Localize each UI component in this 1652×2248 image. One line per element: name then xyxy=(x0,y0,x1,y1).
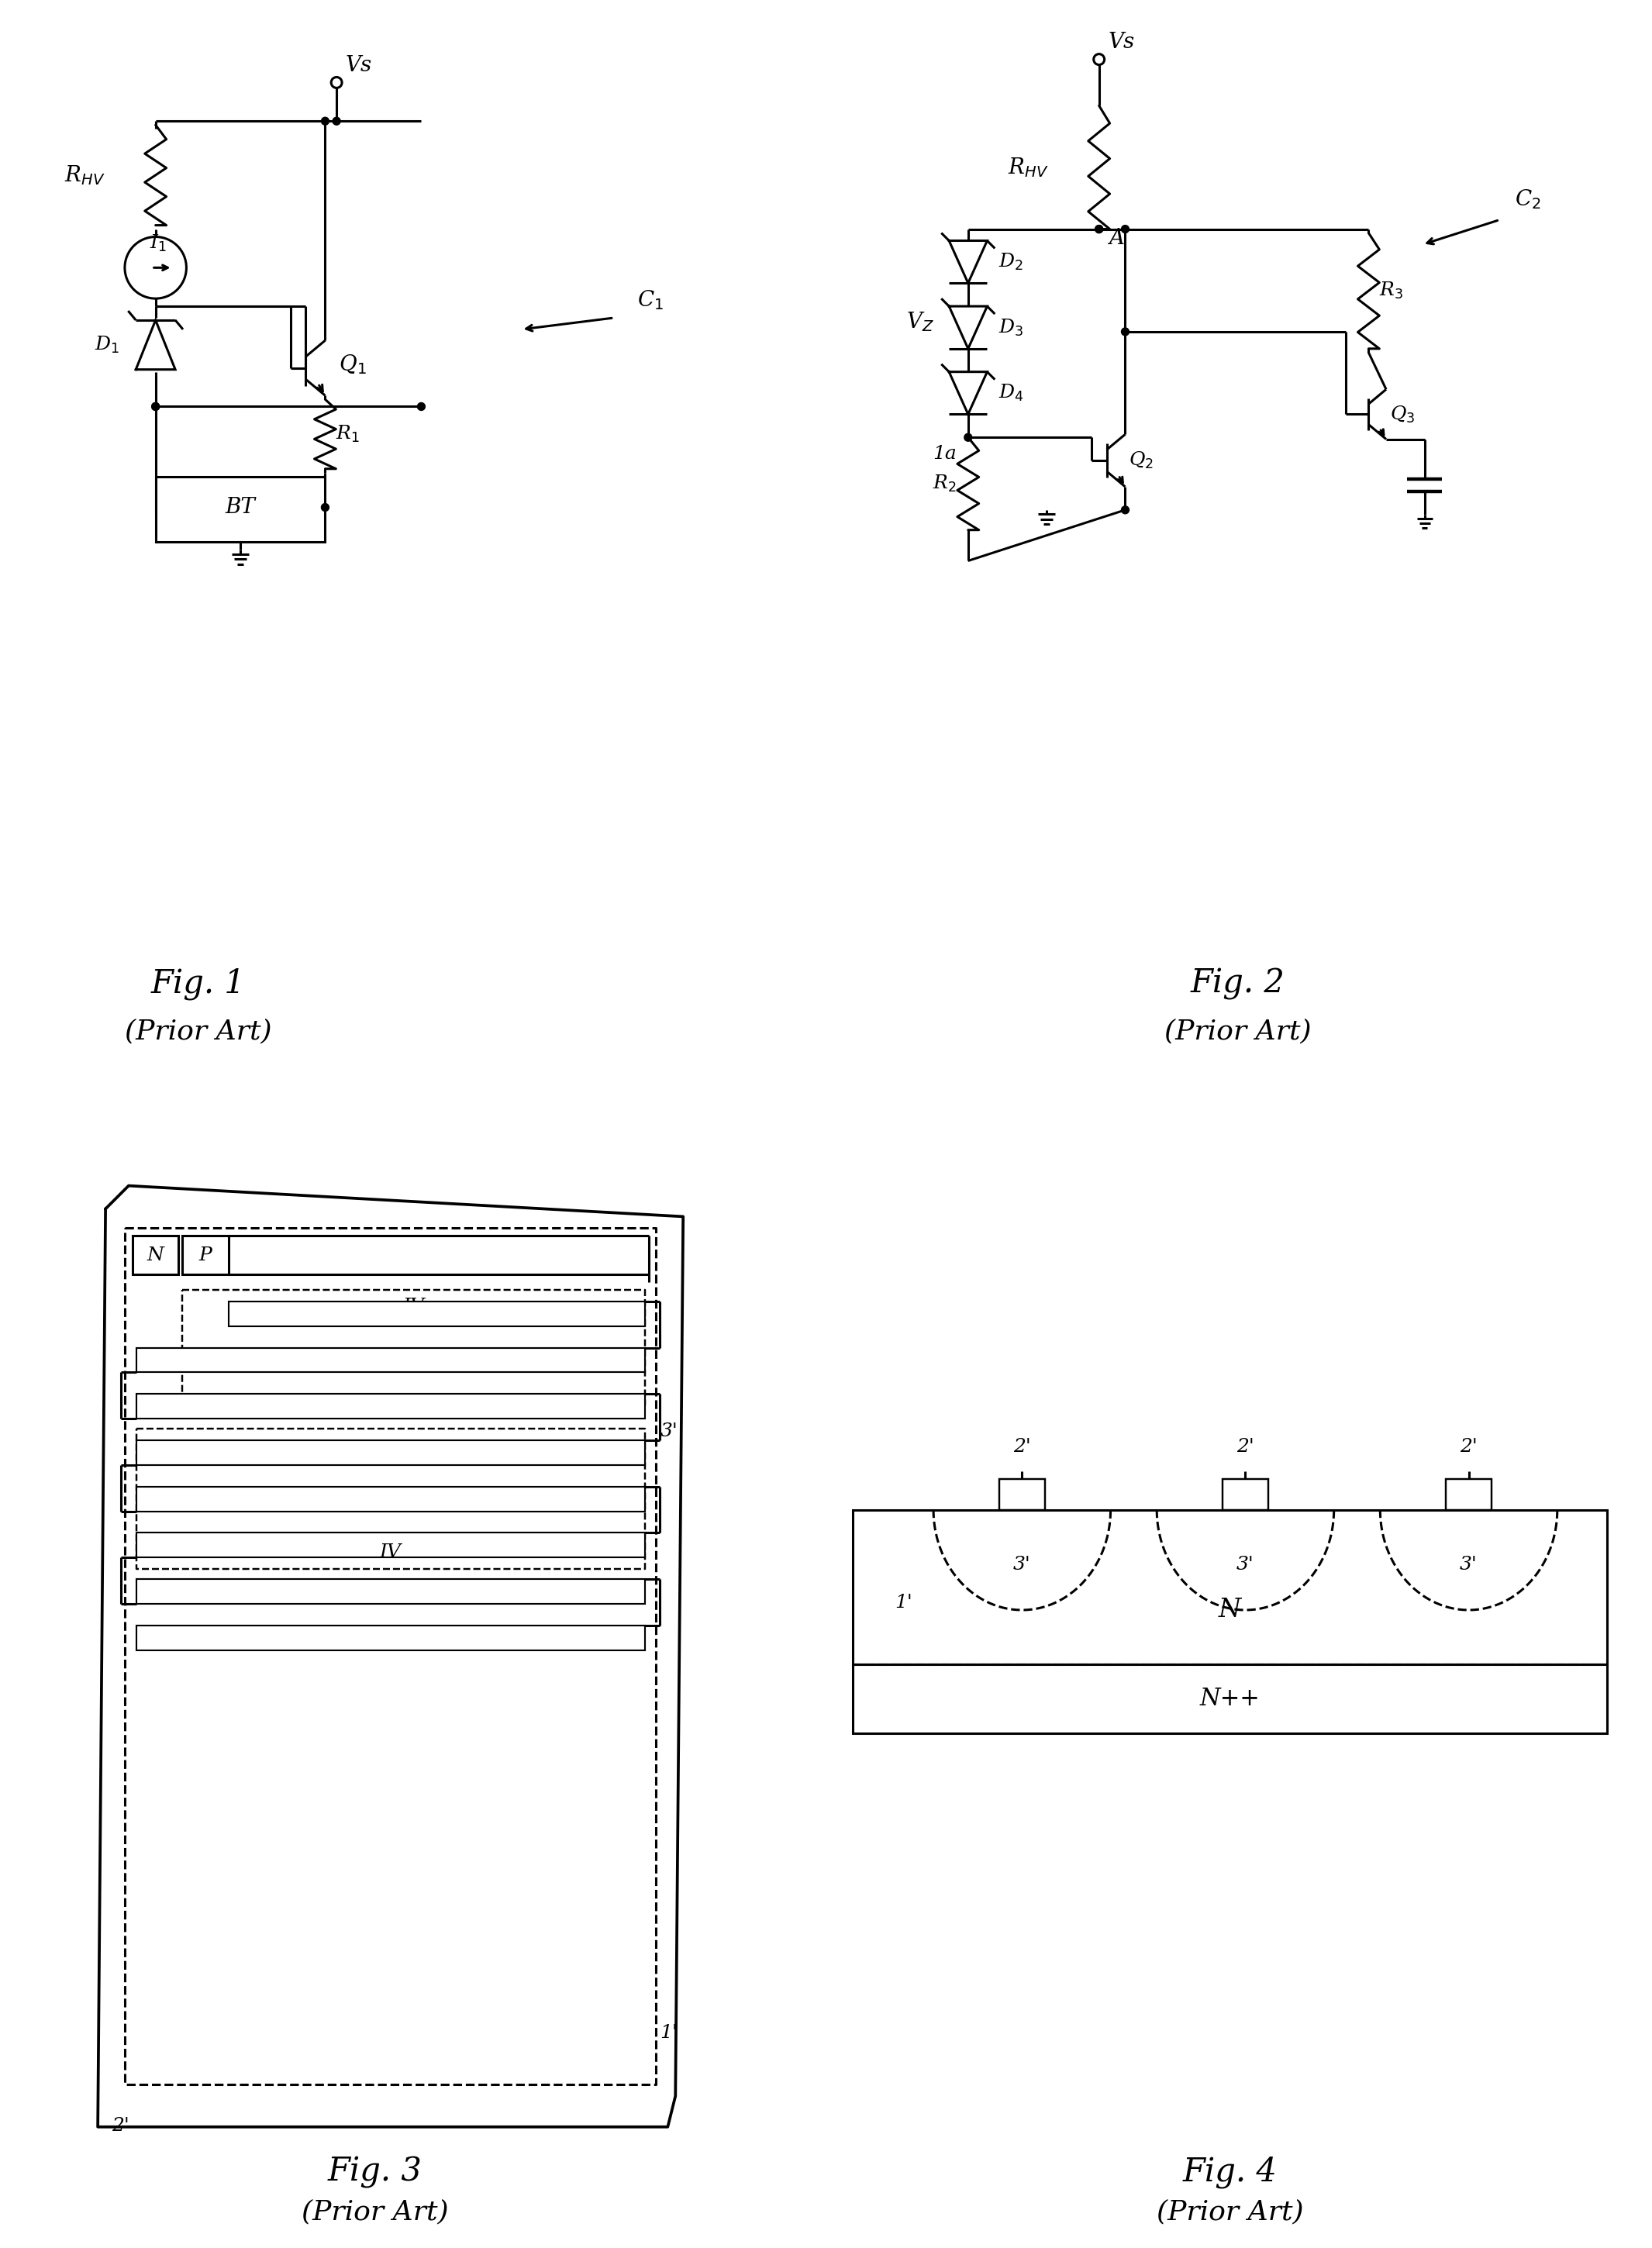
Text: P: P xyxy=(1239,1486,1252,1504)
Bar xyxy=(137,1394,644,1418)
Text: 3': 3' xyxy=(1237,1556,1254,1574)
Circle shape xyxy=(152,402,159,411)
Text: Vs: Vs xyxy=(1108,31,1135,52)
Bar xyxy=(137,1533,644,1558)
Text: (Prior Art): (Prior Art) xyxy=(1165,1018,1312,1045)
Text: D$_2$: D$_2$ xyxy=(999,252,1024,272)
Bar xyxy=(1446,1479,1492,1511)
Text: C$_1$: C$_1$ xyxy=(638,288,664,312)
Text: IV: IV xyxy=(403,1297,425,1315)
Text: 2': 2' xyxy=(1460,1439,1477,1457)
Circle shape xyxy=(965,434,971,441)
Text: R$_1$: R$_1$ xyxy=(335,425,360,445)
Text: R$_{HV}$: R$_{HV}$ xyxy=(1008,155,1049,180)
Bar xyxy=(137,1578,644,1603)
Circle shape xyxy=(332,117,340,126)
Text: N: N xyxy=(1219,1598,1241,1623)
Bar xyxy=(1222,1479,1269,1511)
Text: 1': 1' xyxy=(661,2023,677,2041)
Text: BT: BT xyxy=(225,497,256,517)
Text: 3': 3' xyxy=(661,1423,677,1441)
Bar xyxy=(852,1511,1607,1664)
Circle shape xyxy=(320,117,329,126)
Text: C$_2$: C$_2$ xyxy=(1515,189,1541,211)
Bar xyxy=(228,1302,644,1326)
Bar xyxy=(999,1479,1046,1511)
Text: I$_1$: I$_1$ xyxy=(149,234,167,254)
Circle shape xyxy=(1122,328,1128,335)
Text: Fig. 2: Fig. 2 xyxy=(1191,967,1285,1000)
Text: Q$_3$: Q$_3$ xyxy=(1389,405,1416,425)
Text: (Prior Art): (Prior Art) xyxy=(302,2199,449,2226)
Text: 1a: 1a xyxy=(933,445,957,463)
Circle shape xyxy=(320,504,329,510)
Bar xyxy=(132,1236,178,1275)
Text: Q$_2$: Q$_2$ xyxy=(1128,450,1155,470)
Text: R$_2$: R$_2$ xyxy=(933,474,957,495)
Text: 3': 3' xyxy=(1460,1556,1477,1574)
Text: (Prior Art): (Prior Art) xyxy=(124,1018,271,1045)
Circle shape xyxy=(1095,225,1104,234)
Text: P: P xyxy=(1462,1486,1475,1504)
Circle shape xyxy=(1122,225,1128,234)
Bar xyxy=(137,1625,644,1650)
Text: IV: IV xyxy=(380,1544,401,1562)
Text: Fig. 4: Fig. 4 xyxy=(1183,2156,1277,2187)
Text: 2': 2' xyxy=(1237,1439,1254,1457)
Text: V$_Z$: V$_Z$ xyxy=(907,310,935,333)
Circle shape xyxy=(418,402,425,411)
Text: P: P xyxy=(1016,1486,1029,1504)
Text: D$_4$: D$_4$ xyxy=(999,382,1024,402)
Bar xyxy=(137,1441,644,1466)
Bar xyxy=(182,1236,228,1275)
Circle shape xyxy=(1095,225,1104,234)
Bar xyxy=(137,1349,644,1374)
Text: R$_{HV}$: R$_{HV}$ xyxy=(64,164,106,187)
Text: 3': 3' xyxy=(1013,1556,1031,1574)
Bar xyxy=(137,1486,644,1511)
Text: N++: N++ xyxy=(1199,1686,1260,1711)
Text: R$_3$: R$_3$ xyxy=(1379,281,1404,301)
Circle shape xyxy=(152,402,159,411)
Text: (Prior Art): (Prior Art) xyxy=(1156,2199,1303,2226)
Text: Fig. 1: Fig. 1 xyxy=(150,967,244,1000)
Text: Fig. 3: Fig. 3 xyxy=(327,2156,423,2187)
FancyBboxPatch shape xyxy=(155,477,325,542)
Text: 1': 1' xyxy=(895,1594,912,1612)
Text: P: P xyxy=(200,1245,211,1263)
Text: Vs: Vs xyxy=(345,54,372,76)
Text: N: N xyxy=(147,1245,164,1263)
Text: A: A xyxy=(1108,229,1123,250)
Text: D$_3$: D$_3$ xyxy=(999,317,1024,337)
Text: D$_1$: D$_1$ xyxy=(94,335,119,355)
Text: 2': 2' xyxy=(1013,1439,1031,1457)
Text: Q$_1$: Q$_1$ xyxy=(339,353,367,375)
Bar xyxy=(852,1664,1607,1733)
Circle shape xyxy=(1122,506,1128,515)
Text: 2': 2' xyxy=(112,2118,131,2136)
